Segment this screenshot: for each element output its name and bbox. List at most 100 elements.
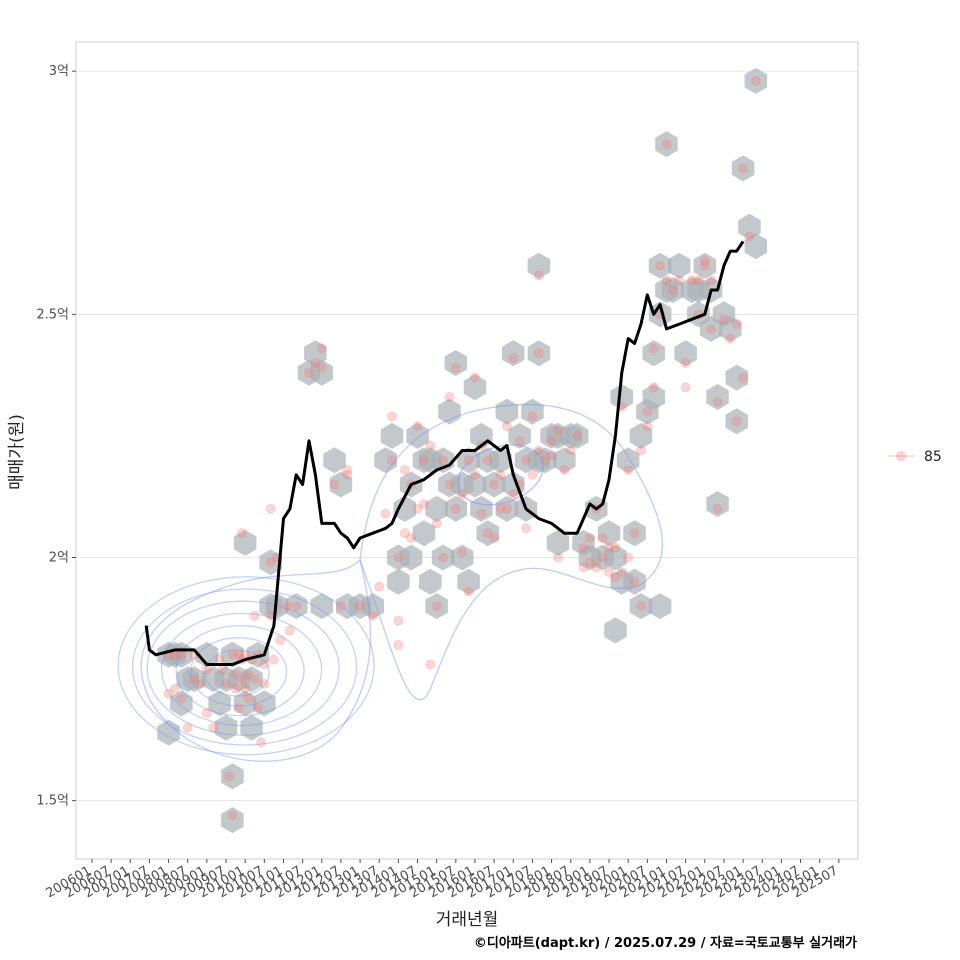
data-point	[265, 557, 276, 568]
data-point	[438, 552, 449, 563]
y-axis-title: 매매가(원)	[7, 414, 27, 490]
hexbin-cell	[533, 447, 557, 474]
data-point	[201, 708, 212, 719]
data-point	[648, 343, 659, 354]
data-point	[584, 533, 595, 544]
data-point	[667, 285, 678, 296]
hexbin-cell	[604, 617, 627, 644]
data-point	[243, 693, 254, 704]
data-point	[236, 528, 247, 539]
hexbin-cell	[668, 252, 691, 279]
hexbin-cell	[610, 384, 634, 410]
hexbin-cell	[629, 593, 653, 620]
data-point	[256, 737, 267, 748]
moving-average-path	[144, 240, 745, 666]
data-point	[521, 523, 532, 534]
data-point	[648, 382, 659, 393]
data-point	[706, 275, 717, 286]
data-point	[508, 353, 519, 364]
data-point	[501, 503, 512, 514]
data-point	[469, 372, 480, 383]
data-point	[610, 542, 621, 553]
data-point	[224, 771, 235, 782]
data-point	[629, 576, 640, 587]
data-point	[489, 479, 500, 490]
hexbin-cell	[246, 641, 270, 668]
data-point	[450, 362, 461, 373]
data-point	[616, 567, 627, 578]
hexbin-cell	[648, 252, 672, 279]
data-point	[450, 503, 461, 514]
hexbin-cell	[731, 155, 755, 182]
data-point	[176, 693, 187, 704]
data-point	[661, 275, 672, 286]
data-point	[438, 455, 449, 466]
data-point	[572, 430, 583, 441]
data-point	[635, 445, 646, 456]
hexbin-cell	[310, 593, 333, 620]
data-point	[189, 674, 200, 685]
data-point	[469, 469, 480, 480]
data-point	[335, 601, 346, 612]
data-point	[718, 314, 729, 325]
hexbin-cell	[463, 374, 487, 401]
data-point	[495, 469, 506, 480]
data-point	[546, 450, 557, 461]
data-point	[399, 528, 410, 539]
data-point	[482, 528, 493, 539]
data-point	[642, 421, 653, 432]
data-point	[706, 323, 717, 334]
hexbin-cell	[527, 252, 551, 279]
legend-label: 85	[924, 449, 942, 465]
data-point	[227, 649, 238, 660]
data-point	[642, 406, 653, 417]
data-point	[201, 664, 212, 675]
y-tick-label: 2억	[49, 550, 69, 565]
data-point	[425, 659, 436, 670]
hexbin-cell	[221, 807, 244, 834]
data-point	[176, 649, 187, 660]
hexbin-cell	[706, 491, 729, 517]
data-point	[342, 469, 353, 480]
caption: ©디아파트(dapt.kr) / 2025.07.29 / 자료=국토교통부 실…	[474, 935, 857, 951]
data-point	[712, 503, 723, 514]
hexbin-cell	[195, 641, 219, 668]
data-point	[386, 455, 397, 466]
data-point	[316, 343, 327, 354]
data-point	[230, 683, 241, 694]
data-point	[342, 464, 353, 475]
data-point	[584, 557, 595, 568]
data-point	[731, 416, 742, 427]
data-point	[291, 601, 302, 612]
hexbin-cell	[323, 447, 346, 474]
data-point	[284, 625, 295, 636]
hexbin-cell	[648, 593, 672, 620]
y-tick-label: 1.5억	[36, 794, 69, 809]
density-contour	[131, 588, 358, 746]
hexbin-cell	[629, 422, 653, 449]
legend: 85	[888, 449, 942, 465]
data-point	[482, 455, 493, 466]
hexbin-cell	[655, 131, 678, 158]
data-point	[412, 503, 423, 514]
density-contour	[140, 559, 372, 762]
hexbin-cell	[502, 340, 525, 367]
data-point	[552, 552, 563, 563]
y-tick-label: 2.5억	[36, 307, 69, 322]
data-point	[533, 270, 544, 281]
density-contour	[359, 403, 664, 701]
data-point	[431, 518, 442, 529]
data-point	[393, 615, 404, 626]
data-point	[489, 533, 500, 544]
hexbin-cell	[597, 520, 621, 547]
hexbin-cell	[329, 471, 353, 498]
hexbin-cell	[693, 252, 717, 279]
data-point	[604, 542, 615, 553]
hexbin-cell	[719, 315, 742, 342]
hexbin-cell	[221, 763, 244, 790]
y-tick-label: 3억	[49, 64, 69, 79]
data-point	[476, 508, 487, 519]
data-point	[252, 703, 263, 714]
hexbin-cell	[706, 384, 729, 410]
hexbin-cell	[604, 544, 627, 571]
